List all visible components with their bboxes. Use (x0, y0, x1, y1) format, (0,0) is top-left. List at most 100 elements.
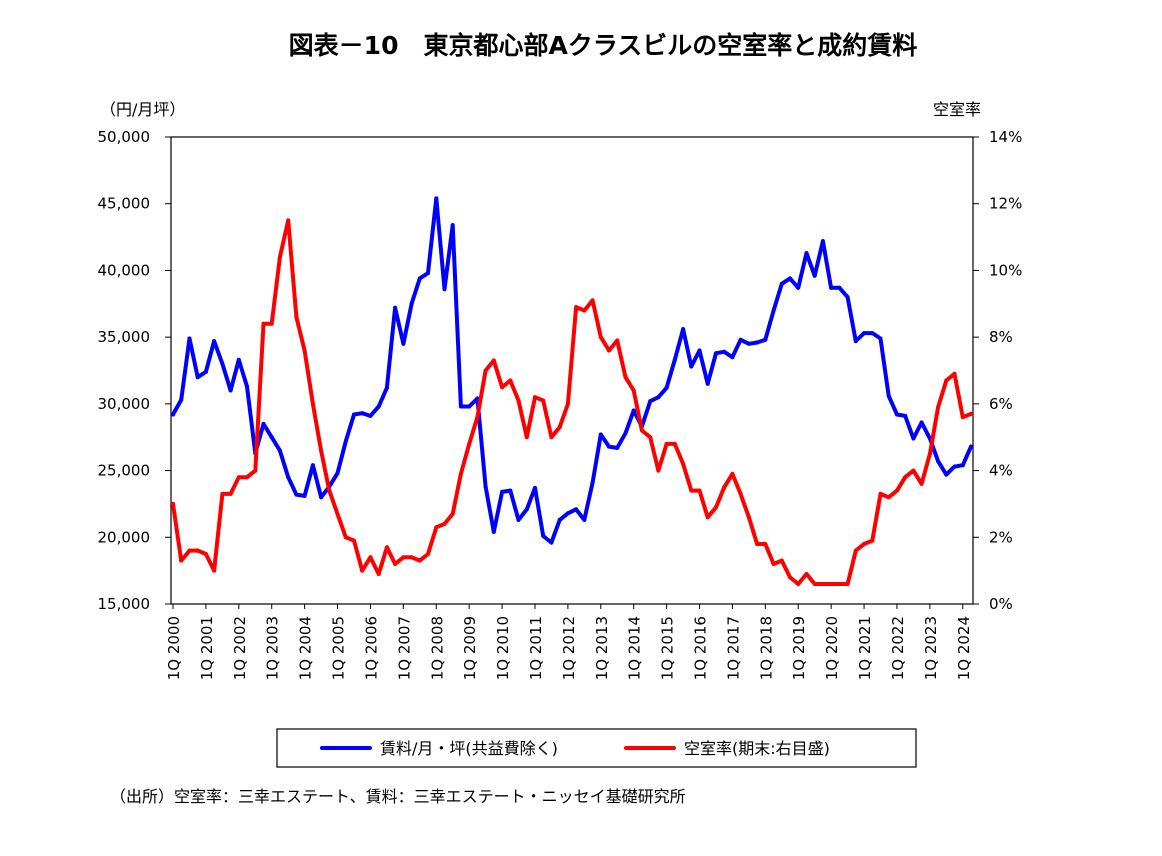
series-1-point (401, 341, 406, 346)
series-2-point (788, 575, 792, 580)
series-2-point (220, 491, 225, 496)
series-1-point (360, 411, 365, 416)
series-1-point (590, 480, 595, 485)
x-axis-tick-label: 1Q 2017 (724, 616, 742, 680)
series-1-point (491, 529, 496, 534)
left-axis-tick-label: 15,000 (98, 595, 151, 613)
left-axis-tick-label: 45,000 (98, 195, 151, 213)
series-2-point (483, 368, 488, 373)
x-axis-tick-label: 1Q 2022 (889, 616, 907, 680)
series-2-point (672, 441, 677, 446)
series-1-point (302, 493, 307, 498)
series-2-point (886, 495, 891, 500)
series-1-point (475, 396, 480, 401)
x-axis-tick-label: 1Q 2021 (856, 616, 874, 680)
series-2-point (878, 491, 883, 496)
series-1-point (179, 397, 184, 402)
series-1-point (796, 285, 801, 290)
series-1-point (820, 239, 825, 244)
series-2-point (409, 555, 414, 560)
series-line-2 (171, 218, 973, 586)
series-2-point (697, 488, 702, 493)
right-axis-tick-label: 8% (989, 328, 1013, 346)
series-1-point (310, 463, 315, 468)
source-note: （出所）空室率：三幸エステート、賃料：三幸エステート・ニッセイ基礎研究所 (110, 787, 686, 806)
series-2-point (286, 218, 291, 223)
series-2-point (952, 371, 957, 376)
series-1-point (681, 327, 686, 332)
left-axis-tick-label: 30,000 (98, 395, 151, 413)
series-1-point (960, 463, 965, 468)
series-2-point (335, 511, 340, 516)
series-1-point (746, 341, 751, 346)
series-2-point (557, 425, 562, 430)
series-1-point (384, 385, 389, 390)
series-1-point (730, 355, 735, 360)
series-1-point (500, 489, 505, 494)
series-2-point (746, 515, 751, 520)
series-1-point (245, 384, 249, 389)
series-2-point (936, 405, 941, 410)
series-2-point (310, 401, 315, 406)
right-axis-unit-label: 空室率 (933, 100, 981, 119)
series-1-point (919, 420, 924, 425)
series-2-point (212, 568, 217, 573)
series-1-point (862, 331, 867, 336)
series-1-point (195, 375, 200, 380)
series-1-point (417, 276, 422, 281)
series-1-point (697, 348, 702, 353)
series-2-point (327, 488, 332, 493)
legend-label-1: 賃料/月・坪(共益費除く) (380, 739, 558, 758)
x-axis-tick-label: 1Q 2014 (626, 616, 644, 680)
x-axis-tick-label: 1Q 2012 (560, 616, 578, 680)
left-axis-tick-label: 25,000 (98, 462, 151, 480)
right-axis-tick-label: 4% (989, 462, 1013, 480)
series-1-point (458, 404, 463, 409)
series-2-point (895, 488, 899, 493)
series-1-point (689, 364, 694, 369)
series-2-point (434, 525, 439, 530)
series-1-point (508, 488, 513, 493)
series-2-point (870, 538, 875, 543)
x-axis-tick-label: 1Q 2008 (428, 616, 446, 680)
left-axis-tick-label: 50,000 (98, 128, 151, 146)
series-2-point (714, 505, 718, 510)
series-2-point (245, 475, 249, 480)
series-1-point (771, 308, 776, 313)
right-axis-tick-label: 10% (989, 261, 1022, 279)
series-2-point (549, 435, 554, 440)
x-axis-tick-label: 1Q 2023 (922, 616, 940, 680)
series-2-point (615, 338, 620, 343)
series-1-point (886, 393, 891, 398)
series-1-point (409, 301, 414, 306)
series-2-point (837, 582, 842, 586)
series-2-point (681, 461, 686, 466)
series-1-point (541, 534, 546, 538)
series-1-point (788, 276, 792, 281)
series-2-point (919, 481, 924, 486)
series-2-point (656, 468, 661, 473)
series-1-point (969, 444, 973, 449)
series-2-point (796, 582, 801, 586)
series-2-point (277, 255, 282, 260)
series-1-point (187, 336, 192, 341)
series-2-point (763, 542, 768, 546)
x-axis-tick-label: 1Q 2004 (297, 616, 315, 680)
series-1-point (738, 337, 743, 342)
plot-area: 15,000 20,000 25,000 30,000 35,000 40,000 45,0… (98, 128, 1023, 680)
right-axis-tick-label: 2% (989, 528, 1013, 546)
series-1-point (574, 507, 579, 512)
series-1-point (763, 337, 768, 342)
series-2-point (533, 395, 537, 400)
chart-title: 図表－10 東京都心部Aクラスビルの空室率と成約賃料 (289, 31, 918, 60)
x-axis-tick-label: 1Q 2003 (264, 616, 282, 680)
series-2-point (360, 568, 365, 573)
series-1-point (895, 412, 899, 417)
series-2-point (911, 468, 916, 473)
series-1-point (393, 305, 398, 310)
x-axis-tick-label: 1Q 2020 (823, 616, 841, 680)
x-axis-tick-label: 1Q 2010 (494, 616, 512, 680)
series-1-point (672, 357, 677, 362)
series-1-point (664, 385, 669, 390)
